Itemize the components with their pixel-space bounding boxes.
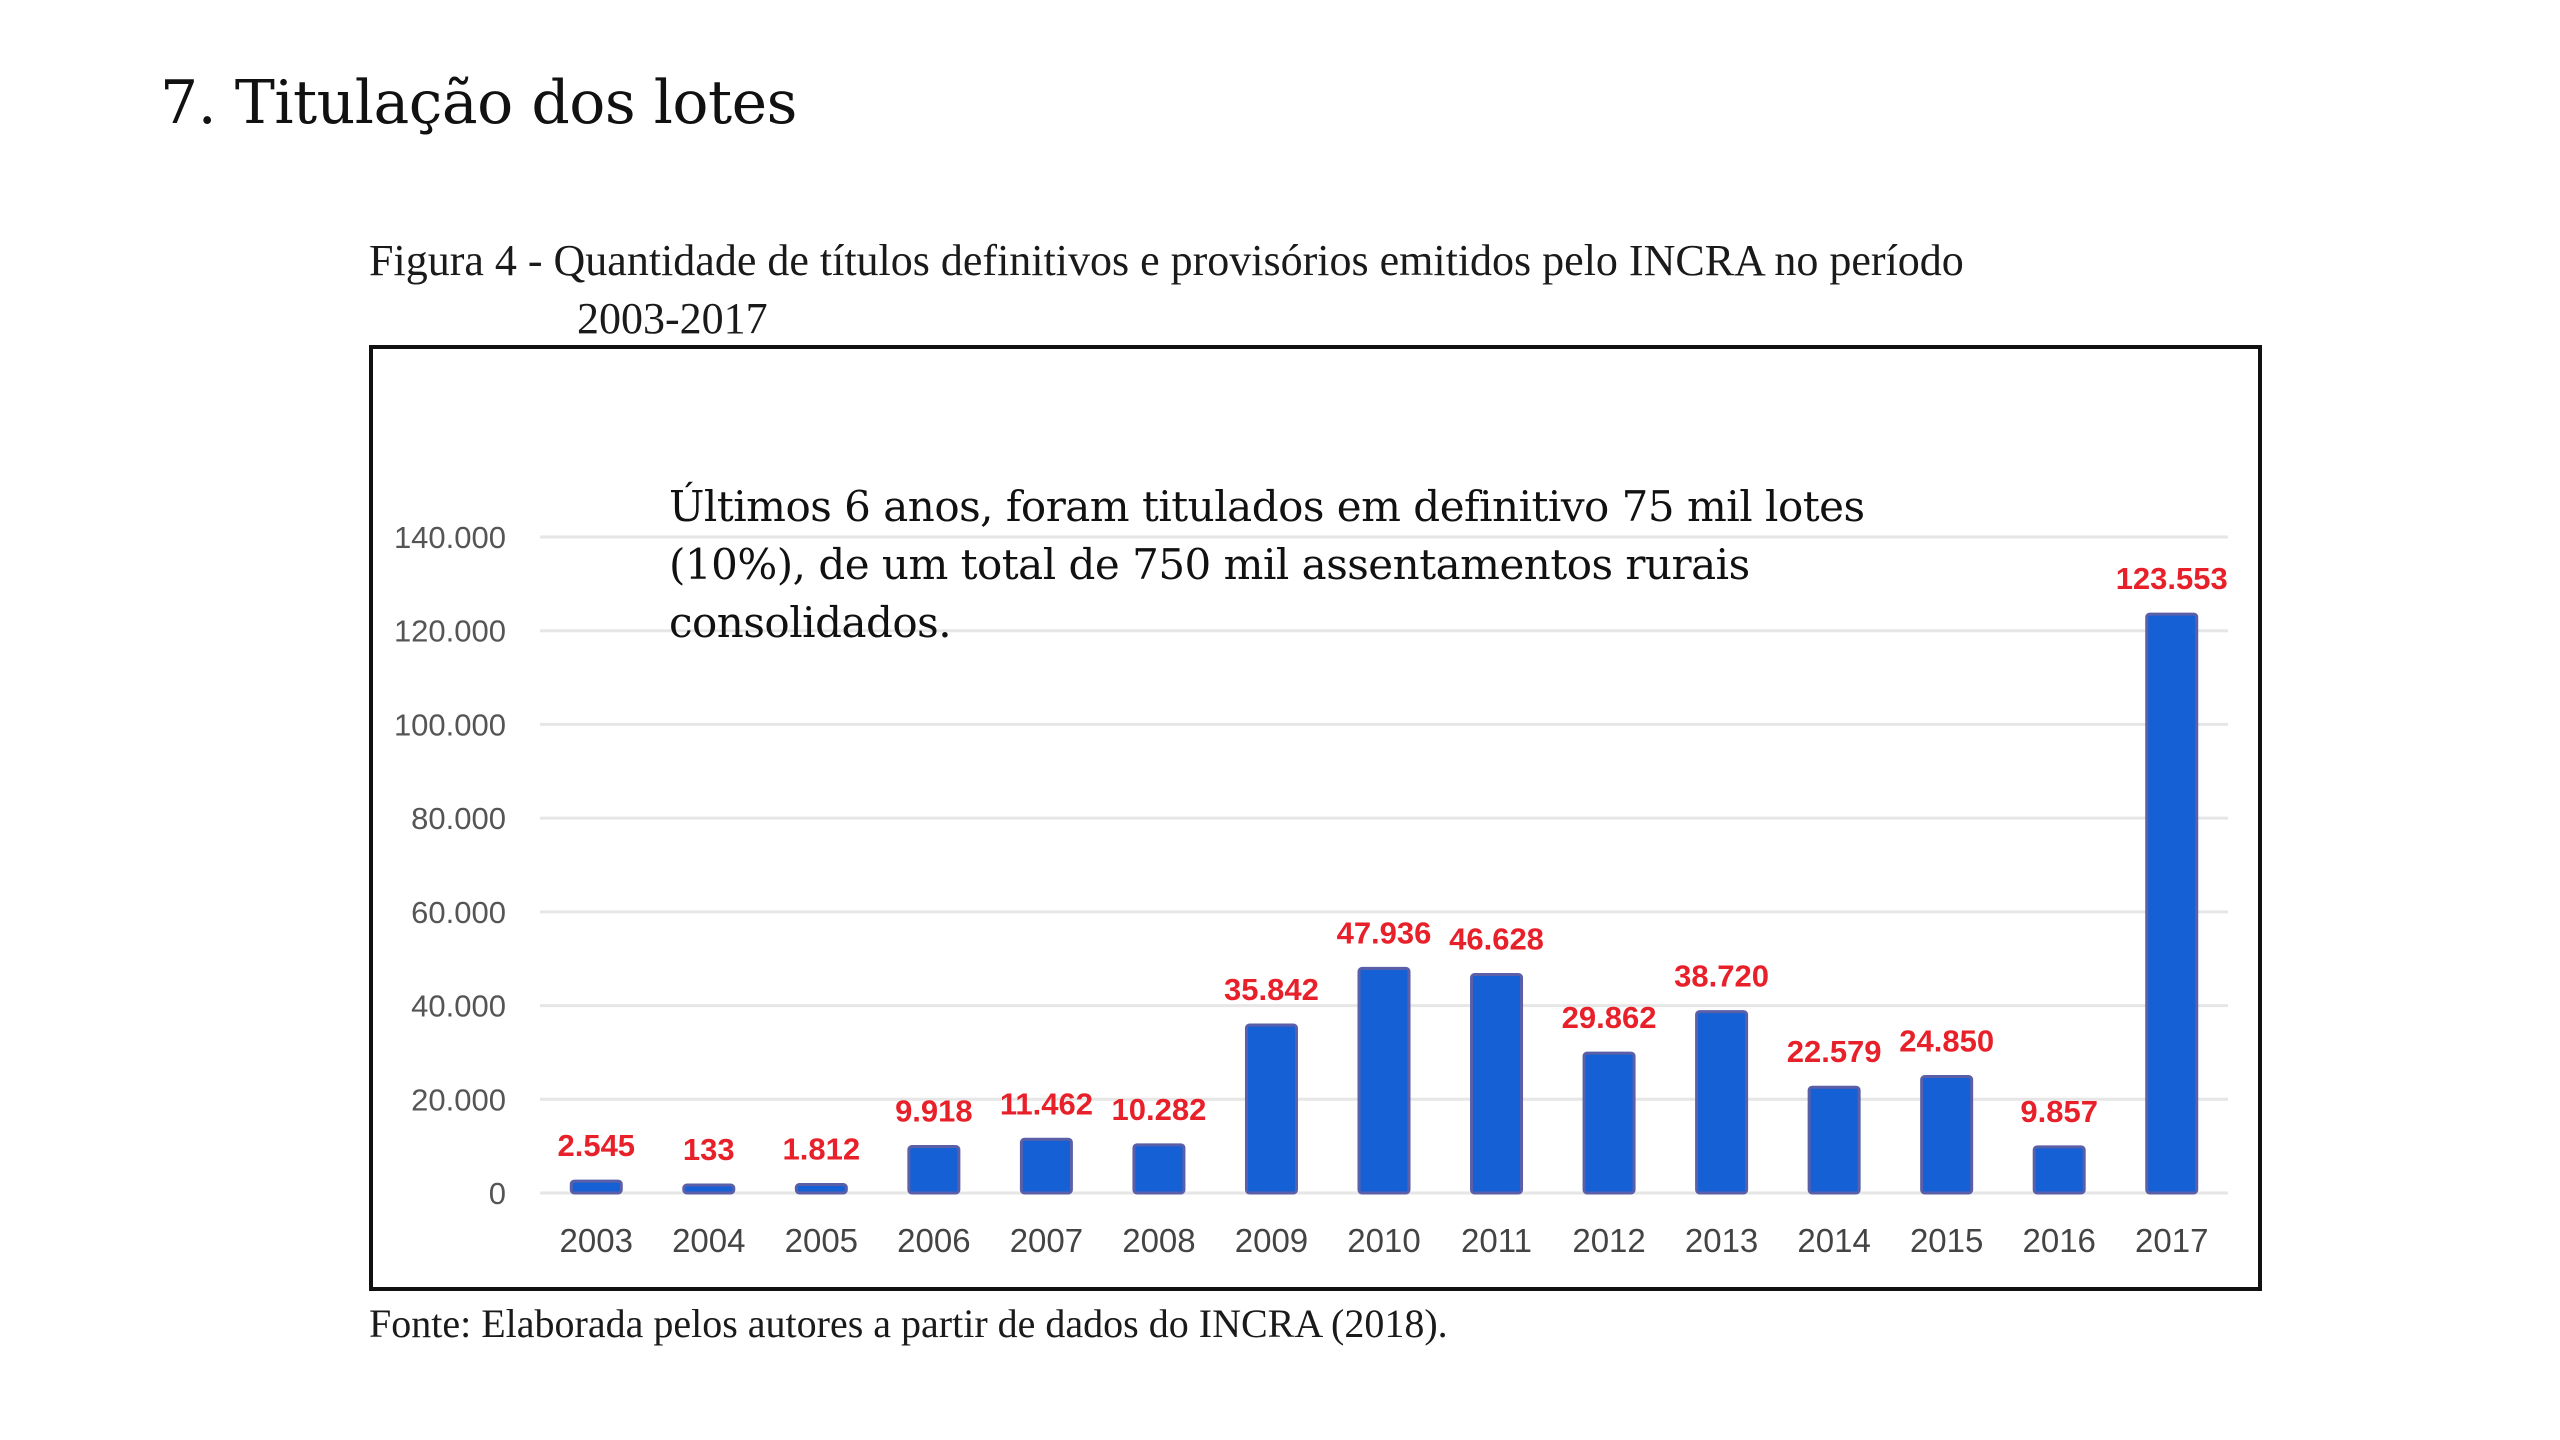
bar — [2032, 1145, 2086, 1195]
data-label: 47.936 — [1337, 915, 1432, 950]
data-label: 35.842 — [1224, 972, 1319, 1007]
bar — [907, 1145, 961, 1195]
figure-caption: Figura 4 - Quantidade de títulos definit… — [369, 232, 1964, 348]
annotation-line: Últimos 6 anos, foram titulados em defin… — [669, 482, 1865, 531]
x-tick-label: 2015 — [1910, 1222, 1983, 1259]
x-tick-label: 2008 — [1122, 1222, 1195, 1259]
y-tick-label: 60.000 — [411, 895, 506, 930]
data-label: 10.282 — [1112, 1092, 1207, 1127]
annotation-line: consolidados. — [669, 598, 952, 647]
bars — [569, 612, 2199, 1195]
bar — [1470, 973, 1524, 1195]
bar — [1920, 1075, 1974, 1195]
x-tick-label: 2016 — [2022, 1222, 2095, 1259]
data-label: 22.579 — [1787, 1034, 1882, 1069]
y-tick-label: 140.000 — [394, 520, 506, 555]
x-tick-label: 2005 — [785, 1222, 858, 1259]
section-title: 7. Titulação dos lotes — [160, 68, 797, 138]
data-label: 11.462 — [1000, 1086, 1093, 1121]
data-label: 46.628 — [1449, 922, 1544, 957]
bar — [1695, 1010, 1749, 1195]
y-tick-label: 80.000 — [411, 801, 506, 836]
bar — [1582, 1051, 1636, 1195]
x-tick-label: 2012 — [1572, 1222, 1645, 1259]
bar — [682, 1183, 736, 1195]
y-tick-label: 40.000 — [411, 989, 506, 1024]
data-label: 133 — [683, 1132, 735, 1167]
x-tick-label: 2004 — [672, 1222, 745, 1259]
x-tick-label: 2013 — [1685, 1222, 1758, 1259]
bar — [1019, 1137, 1073, 1195]
x-tick-label: 2007 — [1010, 1222, 1083, 1259]
data-label: 2.545 — [557, 1128, 635, 1163]
x-tick-label: 2009 — [1235, 1222, 1308, 1259]
x-axis-ticks: 2003 2004 2005 2006 2007 2008 2009 2010 2011 2012… — [560, 1222, 2209, 1259]
data-label: 9.857 — [2020, 1094, 2098, 1129]
x-tick-label: 2014 — [1797, 1222, 1870, 1259]
bar — [1807, 1085, 1861, 1195]
x-tick-label: 2003 — [560, 1222, 633, 1259]
x-tick-label: 2010 — [1347, 1222, 1420, 1259]
y-axis-ticks: 0 20.000 40.000 60.000 80.000 100.000 120.000 1… — [394, 520, 506, 1211]
bar — [794, 1183, 848, 1195]
data-label: 24.850 — [1899, 1024, 1994, 1059]
x-tick-label: 2011 — [1461, 1222, 1532, 1259]
x-tick-label: 2017 — [2135, 1222, 2208, 1259]
bar — [1132, 1143, 1186, 1195]
y-tick-label: 20.000 — [411, 1082, 506, 1117]
bar — [2145, 612, 2199, 1195]
annotation-text: Últimos 6 anos, foram titulados em defin… — [669, 478, 1865, 652]
caption-line-2: 2003-2017 — [577, 294, 768, 343]
bar — [1357, 966, 1411, 1195]
y-tick-label: 0 — [489, 1176, 506, 1211]
data-label: 123.553 — [2116, 561, 2228, 596]
figure-source: Fonte: Elaborada pelos autores a partir … — [369, 1301, 1448, 1346]
data-label: 38.720 — [1674, 959, 1769, 994]
bar — [1244, 1023, 1298, 1195]
caption-line-1: Figura 4 - Quantidade de títulos definit… — [369, 236, 1964, 285]
annotation-line: (10%), de um total de 750 mil assentamen… — [669, 540, 1750, 589]
bar — [569, 1179, 623, 1195]
x-tick-label: 2006 — [897, 1222, 970, 1259]
y-tick-label: 120.000 — [394, 614, 506, 649]
data-label: 9.918 — [895, 1094, 973, 1129]
data-labels: 2.545 133 1.812 9.918 11.462 10.282 35.842 47.9… — [557, 561, 2227, 1167]
data-label: 29.862 — [1562, 1000, 1657, 1035]
y-tick-label: 100.000 — [394, 707, 506, 742]
data-label: 1.812 — [783, 1132, 861, 1167]
